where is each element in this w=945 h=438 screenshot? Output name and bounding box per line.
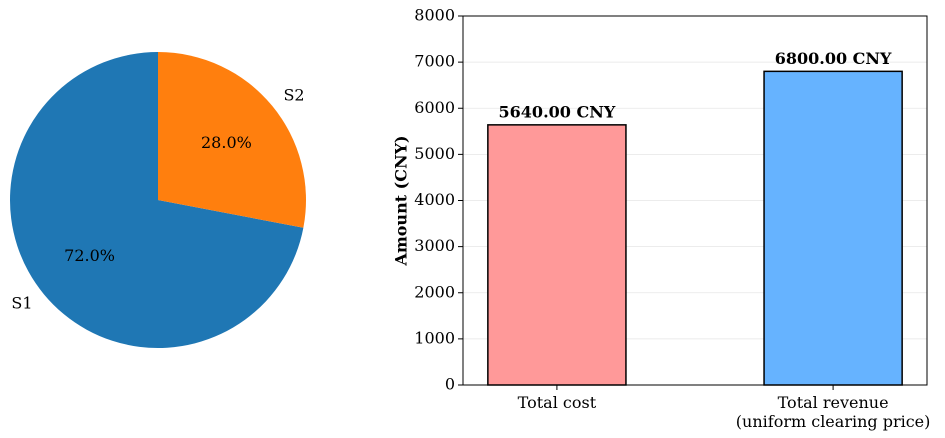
slice-label: S2 xyxy=(283,86,304,105)
value-label: 6800.00 CNY xyxy=(775,49,892,68)
y-tick-label: 4000 xyxy=(414,190,455,209)
value-label: 5640.00 CNY xyxy=(499,102,616,121)
slice-percent: 28.0% xyxy=(201,133,252,152)
x-tick-label: Total revenue (uniform clearing price) xyxy=(735,393,931,431)
y-tick-label: 8000 xyxy=(414,6,455,25)
slice-label: S1 xyxy=(11,293,32,312)
y-tick-label: 7000 xyxy=(414,52,455,71)
y-tick-label: 5000 xyxy=(414,144,455,163)
y-axis-label: Amount (CNY) xyxy=(392,135,411,266)
y-tick-label: 3000 xyxy=(414,236,455,255)
pie-slice xyxy=(9,52,304,348)
pie-slice xyxy=(158,52,306,228)
y-tick-label: 1000 xyxy=(414,328,455,347)
x-tick-label: Total cost xyxy=(517,393,597,412)
y-tick-label: 2000 xyxy=(414,282,455,301)
y-tick-label: 6000 xyxy=(414,98,455,117)
bar xyxy=(763,70,903,386)
slice-percent: 72.0% xyxy=(64,246,115,265)
y-tick-label: 0 xyxy=(445,375,455,394)
plot-frame xyxy=(462,15,928,386)
bar xyxy=(487,124,627,386)
